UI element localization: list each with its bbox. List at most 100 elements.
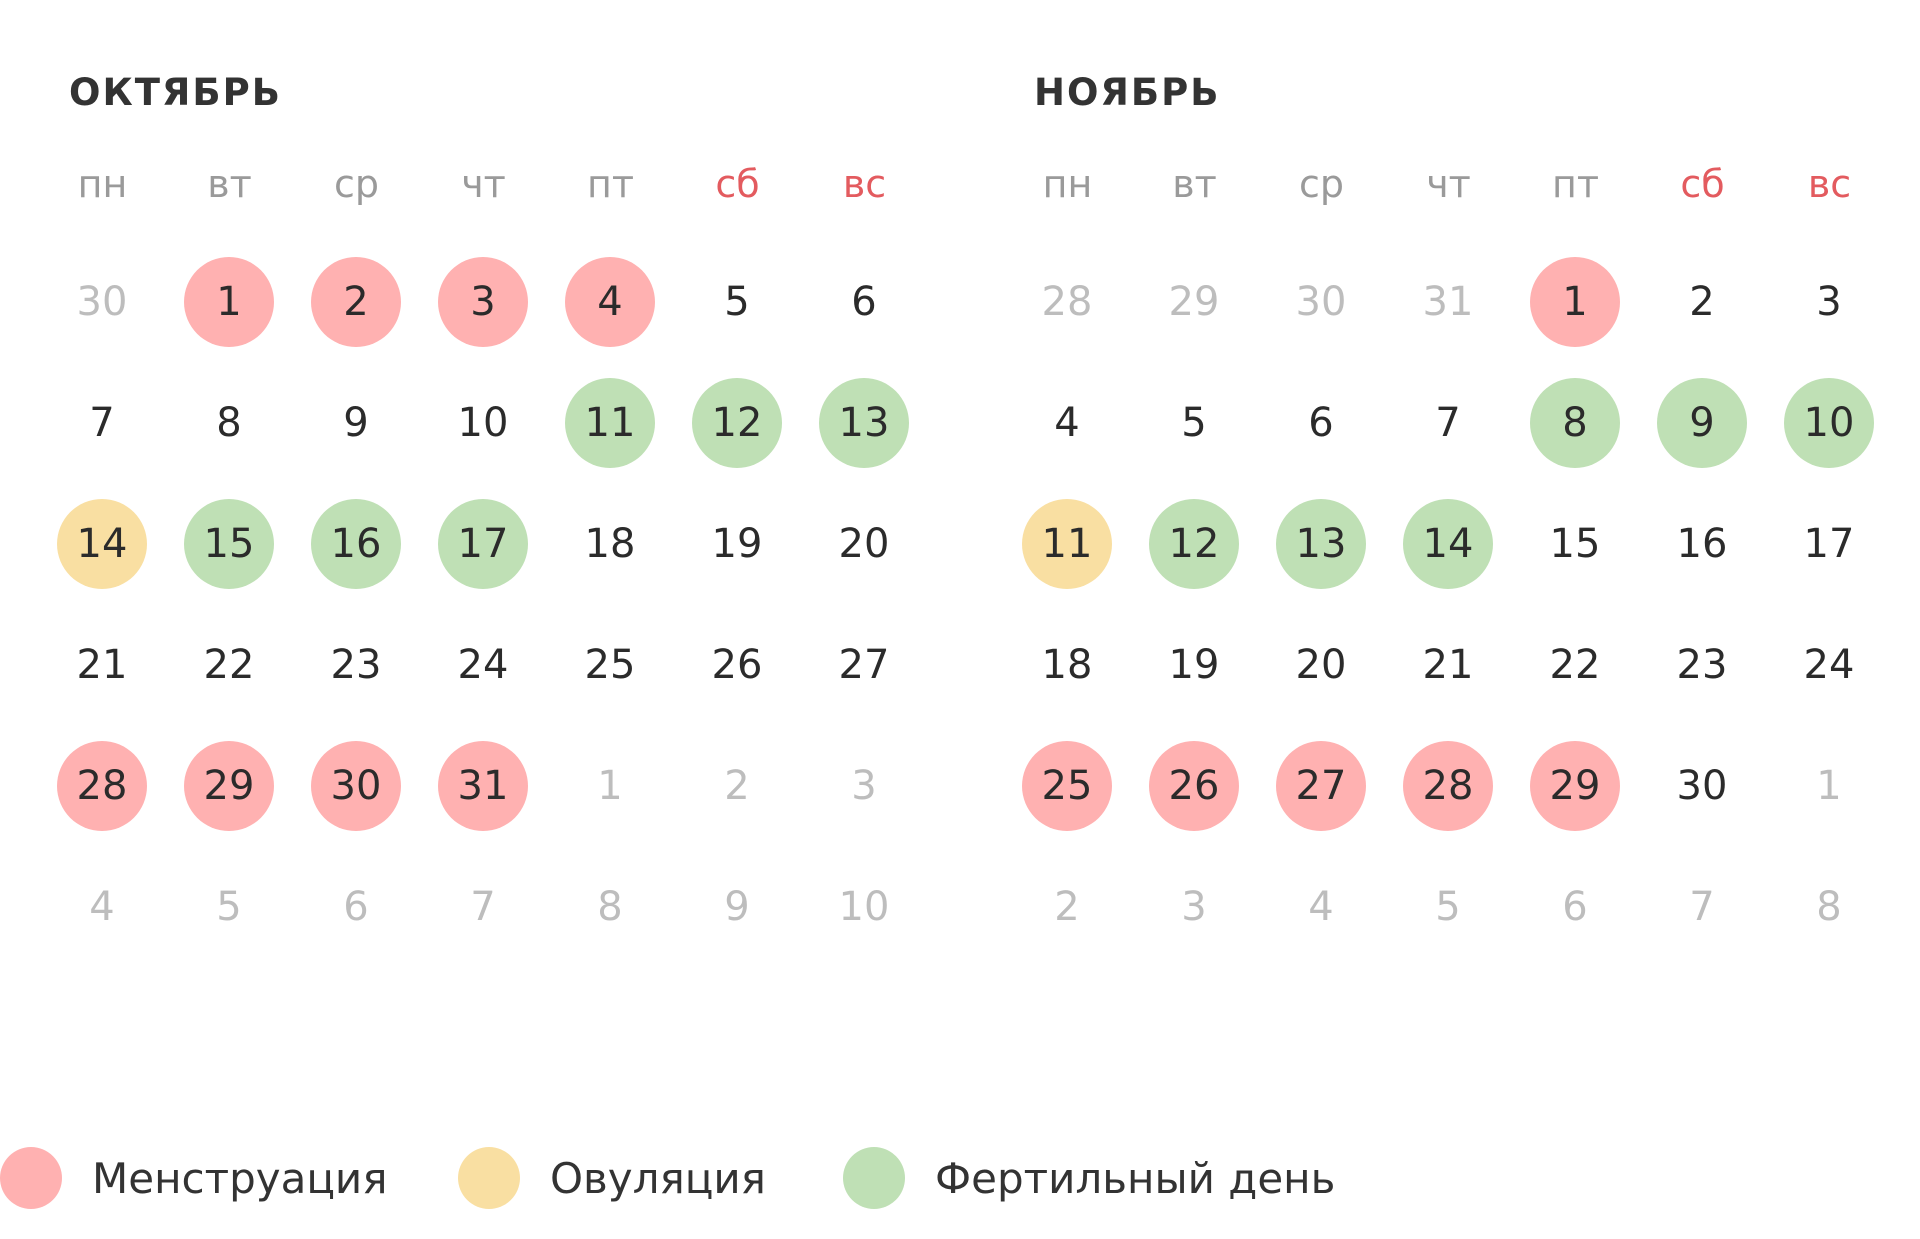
day-cell[interactable]: 26 — [711, 642, 763, 688]
day-cell[interactable]: 21 — [1422, 642, 1474, 688]
day-cell-menstruation[interactable]: 29 — [1530, 741, 1620, 831]
day-cell-fertile[interactable]: 11 — [565, 378, 655, 468]
day-cell-adjacent-month[interactable]: 5 — [216, 884, 242, 930]
day-cell-adjacent-month[interactable]: 2 — [1054, 884, 1080, 930]
day-cell-adjacent-month[interactable]: 10 — [838, 884, 890, 930]
day-cell[interactable]: 25 — [584, 642, 636, 688]
legend-label: Фертильный день — [935, 1153, 1336, 1203]
day-cell-adjacent-month[interactable]: 3 — [1181, 884, 1207, 930]
day-cell[interactable]: 16 — [1676, 521, 1728, 567]
day-cell-menstruation[interactable]: 27 — [1276, 741, 1366, 831]
day-cell[interactable]: 27 — [838, 642, 890, 688]
day-cell[interactable]: 5 — [724, 279, 750, 325]
weekday-label: ср — [1298, 162, 1344, 206]
day-cell[interactable]: 15 — [1549, 521, 1601, 567]
day-cell[interactable]: 4 — [1054, 400, 1080, 446]
day-cell[interactable]: 2 — [1689, 279, 1715, 325]
day-cell-adjacent-month[interactable]: 7 — [470, 884, 496, 930]
day-cell[interactable]: 22 — [203, 642, 255, 688]
day-cell-menstruation[interactable]: 30 — [311, 741, 401, 831]
day-cell[interactable]: 18 — [584, 521, 636, 567]
day-cell[interactable]: 18 — [1041, 642, 1093, 688]
day-cell[interactable]: 5 — [1181, 400, 1207, 446]
day-cell-fertile[interactable]: 13 — [819, 378, 909, 468]
day-cell-fertile[interactable]: 16 — [311, 499, 401, 589]
day-cell-adjacent-month[interactable]: 2 — [724, 763, 750, 809]
weekday-label: чт — [461, 162, 506, 206]
day-cell[interactable]: 24 — [457, 642, 509, 688]
day-cell[interactable]: 3 — [1816, 279, 1842, 325]
day-cell[interactable]: 17 — [1803, 521, 1855, 567]
day-cell[interactable]: 8 — [216, 400, 242, 446]
day-cell-adjacent-month[interactable]: 30 — [1295, 279, 1347, 325]
day-cell-fertile[interactable]: 17 — [438, 499, 528, 589]
day-cell-fertile[interactable]: 12 — [1149, 499, 1239, 589]
day-cell-menstruation[interactable]: 25 — [1022, 741, 1112, 831]
day-cell-menstruation[interactable]: 2 — [311, 257, 401, 347]
day-cell-adjacent-month[interactable]: 3 — [851, 763, 877, 809]
day-cell-adjacent-month[interactable]: 8 — [597, 884, 623, 930]
day-cell-fertile[interactable]: 8 — [1530, 378, 1620, 468]
month-2: НОЯБРЬ пн вт ср чт пт сб вс 28 29 30 31 1 2 3 4 5 6 7 8 9 10 1… — [965, 0, 1874, 960]
day-cell[interactable]: 22 — [1549, 642, 1601, 688]
weekday-label: сб — [1680, 162, 1725, 206]
day-cell-adjacent-month[interactable]: 4 — [1308, 884, 1334, 930]
month-title: ОКТЯБРЬ — [69, 71, 282, 114]
day-cell-fertile[interactable]: 12 — [692, 378, 782, 468]
day-cell-adjacent-month[interactable]: 8 — [1816, 884, 1842, 930]
day-cell-menstruation[interactable]: 3 — [438, 257, 528, 347]
day-cell-menstruation[interactable]: 26 — [1149, 741, 1239, 831]
day-cell[interactable]: 20 — [1295, 642, 1347, 688]
day-cell[interactable]: 23 — [330, 642, 382, 688]
day-cell-fertile[interactable]: 9 — [1657, 378, 1747, 468]
day-cell-menstruation[interactable]: 28 — [1403, 741, 1493, 831]
day-cell-adjacent-month[interactable]: 28 — [1041, 279, 1093, 325]
legend-item-menstruation: Менструация — [0, 1143, 388, 1213]
weekday-label: вс — [842, 162, 887, 206]
day-cell[interactable]: 19 — [1168, 642, 1220, 688]
day-cell-adjacent-month[interactable]: 29 — [1168, 279, 1220, 325]
day-cell-ovulation[interactable]: 14 — [57, 499, 147, 589]
day-cell-menstruation[interactable]: 28 — [57, 741, 147, 831]
day-cell-adjacent-month[interactable]: 30 — [76, 279, 128, 325]
legend-label: Овуляция — [550, 1153, 766, 1203]
day-cell-menstruation[interactable]: 31 — [438, 741, 528, 831]
day-cell[interactable]: 21 — [76, 642, 128, 688]
day-cell-adjacent-month[interactable]: 6 — [1562, 884, 1588, 930]
legend-item-fertile: Фертильный день — [843, 1143, 1335, 1213]
day-cell-adjacent-month[interactable]: 4 — [89, 884, 115, 930]
day-cell-fertile[interactable]: 14 — [1403, 499, 1493, 589]
day-cell-adjacent-month[interactable]: 6 — [343, 884, 369, 930]
day-cell[interactable]: 10 — [457, 400, 509, 446]
day-cell[interactable]: 30 — [1676, 763, 1728, 809]
day-cell-menstruation[interactable]: 1 — [184, 257, 274, 347]
day-cell[interactable]: 20 — [838, 521, 890, 567]
day-cell[interactable]: 6 — [1308, 400, 1334, 446]
day-cell-adjacent-month[interactable]: 5 — [1435, 884, 1461, 930]
legend-item-ovulation: Овуляция — [458, 1143, 766, 1213]
day-cell-fertile[interactable]: 13 — [1276, 499, 1366, 589]
day-cell-menstruation[interactable]: 4 — [565, 257, 655, 347]
weekday-label: вс — [1807, 162, 1852, 206]
weekday-label: вт — [207, 162, 252, 206]
weekday-label: вт — [1172, 162, 1217, 206]
legend-swatch-ovulation — [458, 1147, 520, 1209]
day-cell-adjacent-month[interactable]: 9 — [724, 884, 750, 930]
day-cell[interactable]: 7 — [89, 400, 115, 446]
day-cell-menstruation[interactable]: 29 — [184, 741, 274, 831]
day-cell[interactable]: 23 — [1676, 642, 1728, 688]
day-cell[interactable]: 6 — [851, 279, 877, 325]
weekday-label: пт — [1552, 162, 1599, 206]
day-cell-adjacent-month[interactable]: 1 — [1816, 763, 1842, 809]
day-cell-fertile[interactable]: 10 — [1784, 378, 1874, 468]
day-cell[interactable]: 7 — [1435, 400, 1461, 446]
day-cell-adjacent-month[interactable]: 31 — [1422, 279, 1474, 325]
day-cell-adjacent-month[interactable]: 1 — [597, 763, 623, 809]
day-cell-fertile[interactable]: 15 — [184, 499, 274, 589]
day-cell-adjacent-month[interactable]: 7 — [1689, 884, 1715, 930]
day-cell[interactable]: 19 — [711, 521, 763, 567]
day-cell-menstruation[interactable]: 1 — [1530, 257, 1620, 347]
day-cell[interactable]: 24 — [1803, 642, 1855, 688]
day-cell[interactable]: 9 — [343, 400, 369, 446]
day-cell-ovulation[interactable]: 11 — [1022, 499, 1112, 589]
